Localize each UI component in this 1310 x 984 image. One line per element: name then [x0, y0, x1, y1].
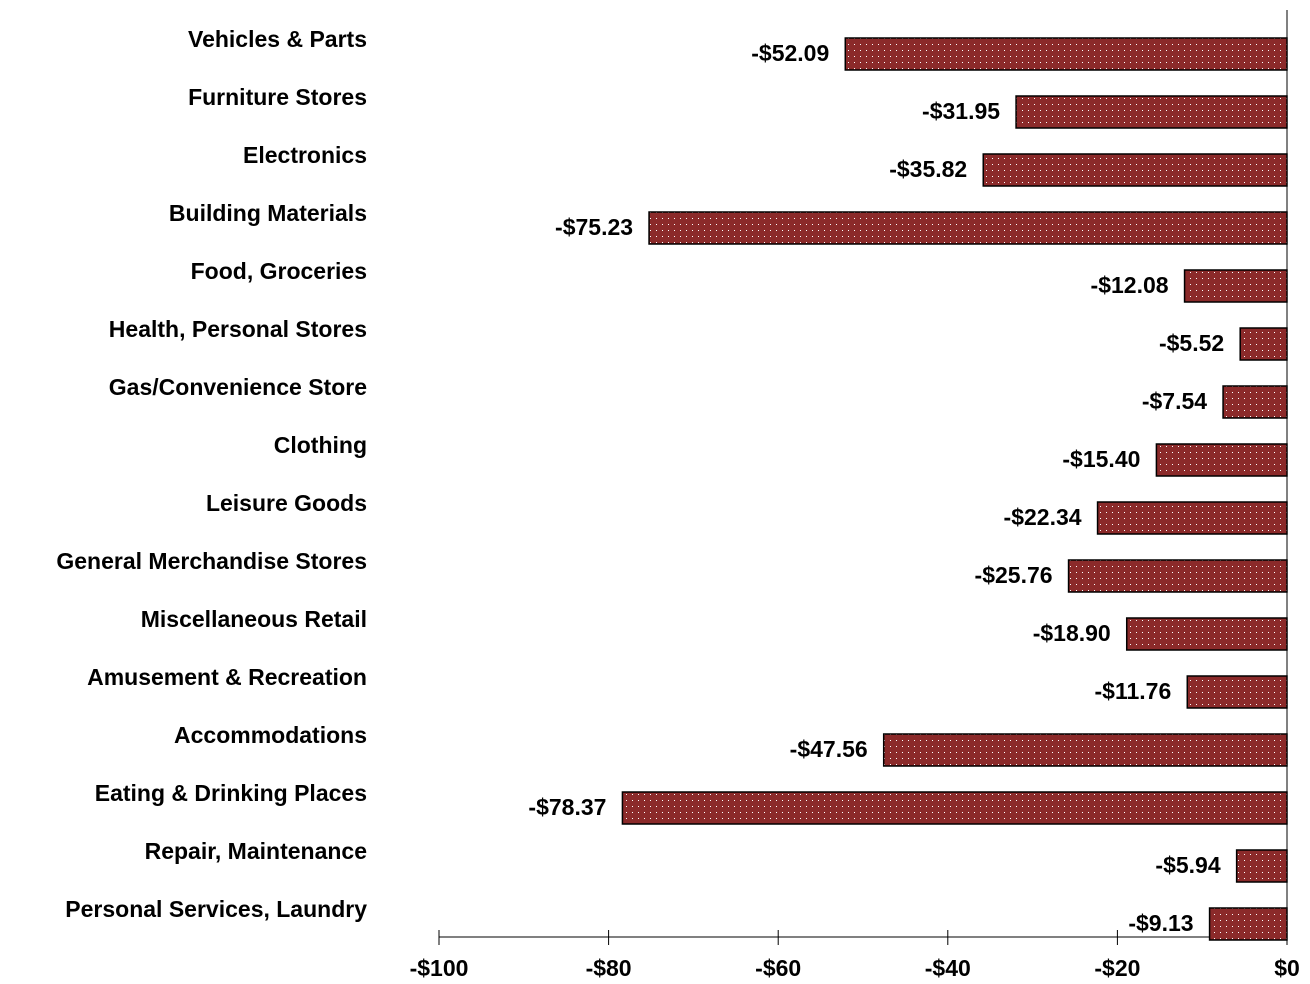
x-tick-label: -$100	[410, 955, 469, 981]
bar	[1096, 501, 1288, 535]
category-label: Building Materials	[169, 200, 367, 226]
category-label: Clothing	[274, 432, 367, 458]
value-label: -$52.09	[751, 40, 829, 66]
value-label: -$31.95	[922, 98, 1000, 124]
value-label: -$18.90	[1033, 620, 1111, 646]
bar	[1235, 849, 1288, 883]
bar	[621, 791, 1288, 825]
category-label: Health, Personal Stores	[109, 316, 367, 342]
category-label: Vehicles & Parts	[188, 26, 367, 52]
category-label: Furniture Stores	[188, 84, 367, 110]
bar	[648, 211, 1288, 245]
bar	[1015, 95, 1288, 129]
value-label: -$9.13	[1128, 910, 1193, 936]
bar	[1125, 617, 1288, 651]
bar	[1222, 385, 1288, 419]
bar	[882, 733, 1288, 767]
value-label: -$75.23	[555, 214, 633, 240]
bar	[1183, 269, 1288, 303]
value-label: -$5.52	[1159, 330, 1224, 356]
bar	[1239, 327, 1288, 361]
category-label: Electronics	[243, 142, 367, 168]
bar	[844, 37, 1288, 71]
category-label: General Merchandise Stores	[56, 548, 367, 574]
bar	[1067, 559, 1288, 593]
x-tick-label: $0	[1274, 955, 1300, 981]
category-label: Accommodations	[174, 722, 367, 748]
value-label: -$22.34	[1004, 504, 1082, 530]
category-label: Amusement & Recreation	[87, 664, 367, 690]
x-tick-label: -$40	[925, 955, 971, 981]
value-label: -$47.56	[790, 736, 868, 762]
value-label: -$35.82	[889, 156, 967, 182]
value-label: -$11.76	[1095, 678, 1172, 704]
value-label: -$15.40	[1062, 446, 1140, 472]
x-tick-label: -$80	[586, 955, 632, 981]
value-label: -$7.54	[1142, 388, 1207, 414]
category-label: Miscellaneous Retail	[141, 606, 367, 632]
value-label: -$25.76	[975, 562, 1053, 588]
value-label: -$78.37	[528, 794, 606, 820]
value-label: -$5.94	[1155, 852, 1220, 878]
category-label: Gas/Convenience Store	[109, 374, 367, 400]
category-label: Leisure Goods	[206, 490, 367, 516]
category-label: Personal Services, Laundry	[65, 896, 367, 922]
bar	[982, 153, 1288, 187]
bar	[1208, 907, 1288, 941]
x-tick-label: -$20	[1094, 955, 1140, 981]
value-label: -$12.08	[1091, 272, 1169, 298]
category-label: Eating & Drinking Places	[95, 780, 367, 806]
x-tick-label: -$60	[755, 955, 801, 981]
bar	[1186, 675, 1288, 709]
bar	[1155, 443, 1288, 477]
category-label: Food, Groceries	[191, 258, 367, 284]
category-label: Repair, Maintenance	[145, 838, 367, 864]
